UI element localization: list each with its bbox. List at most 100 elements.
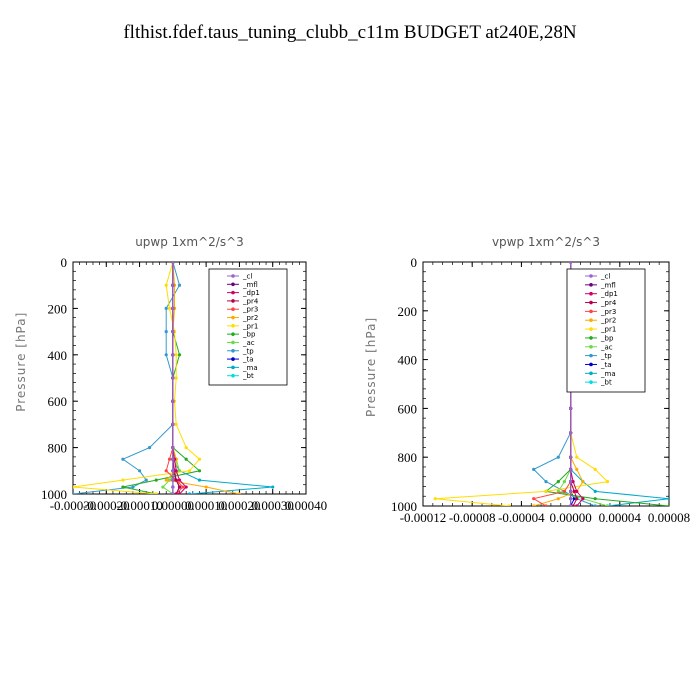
- legend-marker: [589, 309, 593, 314]
- series-point-cl: [171, 330, 175, 334]
- legend-marker: [231, 299, 235, 303]
- series-point-tp: [164, 353, 168, 357]
- series-line-pr3: [532, 262, 572, 506]
- legend-label: _pr1: [600, 326, 616, 334]
- series-point-cl: [569, 262, 573, 264]
- series-point-pr1: [187, 469, 192, 473]
- y-tick-label: 800: [398, 450, 418, 465]
- series-point-ac: [605, 504, 610, 506]
- legend-marker: [589, 327, 593, 331]
- series-point-bp: [154, 478, 158, 482]
- series-point-cl: [171, 478, 175, 482]
- y-axis-label: Pressure [hPa]: [364, 317, 378, 417]
- series-point-pr1: [174, 376, 178, 380]
- series-point-cl: [569, 497, 573, 501]
- legend-label: _pr3: [242, 306, 258, 314]
- series-point-bp: [667, 504, 669, 506]
- legend-marker: [231, 282, 235, 287]
- series-point-pr1: [507, 504, 511, 506]
- series-point-pr2: [556, 497, 560, 501]
- panel-title: vpwp 1xm^2/s^3: [492, 235, 600, 249]
- legend-label: _cl: [600, 273, 610, 281]
- y-tick-label: 1000: [391, 499, 417, 514]
- series-point-cl: [569, 406, 573, 410]
- y-tick-label: 800: [48, 441, 68, 456]
- legend-label: _pr2: [600, 317, 616, 325]
- legend-marker: [589, 353, 593, 358]
- chart-panel-1: upwp 1xm^2/s^3 Pressure [hPa] 0 200 400 600 80…: [14, 235, 327, 513]
- legend-label: _pr2: [242, 314, 258, 322]
- series-point-tp: [131, 485, 135, 489]
- legend-marker: [589, 371, 593, 376]
- series-point-tp: [593, 504, 597, 506]
- legend-label: _mfl: [242, 281, 258, 289]
- x-tick-label: 0.00040: [285, 498, 327, 513]
- legend-marker: [589, 362, 593, 367]
- x-tick-label: -0.00030: [50, 498, 97, 513]
- series-point-bp: [593, 497, 597, 501]
- y-tick-label: 400: [398, 353, 418, 368]
- series-point-ma: [667, 497, 669, 501]
- legend-label: _dp1: [600, 290, 618, 298]
- series-point-pr3: [164, 469, 168, 473]
- series-point-pr1: [184, 446, 188, 450]
- series-point-pr4: [572, 489, 576, 493]
- legend: _cl_mfl_dp1_pr4_pr3_pr2_pr1_bp_ac_tp_ta_…: [208, 268, 288, 386]
- figure-title: flthist.fdef.taus_tuning_clubb_c11m BUDG…: [123, 22, 577, 43]
- series-point-tp: [164, 330, 168, 334]
- series-point-cl: [171, 306, 175, 310]
- y-axis-label: Pressure [hPa]: [14, 312, 28, 412]
- series-point-dp1: [571, 480, 575, 484]
- series-point-pr1: [73, 485, 75, 489]
- series-point-dp1: [581, 497, 585, 501]
- series-point-pr1: [593, 467, 597, 471]
- series-point-pr1: [605, 480, 610, 484]
- series-point-dp1: [177, 478, 182, 482]
- series-point-tp: [164, 306, 168, 310]
- legend-label: _ma: [600, 370, 616, 378]
- legend: _cl_mfl_dp1_pr4_pr3_pr2_pr1_bp_ac_tp_ta_…: [566, 268, 646, 393]
- series-point-cl: [569, 504, 573, 506]
- y-tick-label: 1000: [41, 487, 67, 502]
- series-point-dp1: [174, 469, 178, 473]
- legend-label: _tp: [242, 347, 254, 355]
- series-point-cl: [171, 422, 175, 426]
- series-line-tp: [73, 262, 181, 494]
- series-point-tp: [544, 480, 548, 484]
- legend-label: _bp: [600, 334, 614, 342]
- series-point-cl: [171, 469, 175, 473]
- x-tick-label: 0.00020: [218, 498, 260, 513]
- series-point-pr1: [154, 492, 158, 494]
- legend-marker: [589, 336, 593, 340]
- series-point-pr3: [544, 504, 548, 506]
- series-point-tp: [73, 492, 75, 494]
- legend-marker: [231, 373, 235, 378]
- legend-marker: [231, 332, 235, 336]
- legend-label: _ta: [600, 361, 612, 369]
- x-tick-label: -0.00012: [400, 510, 447, 525]
- legend-label: _tp: [600, 352, 612, 360]
- chart-panel-2: vpwp 1xm^2/s^3 Pressure [hPa] 0 200 400 600 80…: [364, 235, 690, 525]
- legend-label: _bp: [242, 331, 256, 339]
- series-point-tp: [556, 455, 560, 459]
- series-point-bp: [184, 457, 188, 461]
- series-point-pr1: [544, 489, 548, 493]
- legend-label: _bt: [600, 379, 612, 387]
- x-tick-label: -0.00008: [449, 510, 496, 525]
- series-point-dp1: [575, 504, 579, 506]
- series-point-pr3: [181, 485, 185, 489]
- x-tick-label: -0.00010: [116, 498, 163, 513]
- y-tick-label: 0: [61, 255, 68, 270]
- x-tick-label: 0.00000: [549, 510, 591, 525]
- series-point-cl: [569, 467, 573, 471]
- x-tick-label: -0.00020: [83, 498, 130, 513]
- series-point-pr2: [532, 504, 536, 506]
- series-point-bp: [121, 485, 125, 489]
- legend-label: _ta: [242, 356, 254, 364]
- legend-marker: [231, 357, 235, 361]
- series-point-bp: [556, 480, 560, 484]
- legend-box: [566, 268, 646, 393]
- legend-marker: [231, 290, 235, 295]
- series-point-pr1: [174, 422, 178, 426]
- legend-marker: [589, 318, 593, 323]
